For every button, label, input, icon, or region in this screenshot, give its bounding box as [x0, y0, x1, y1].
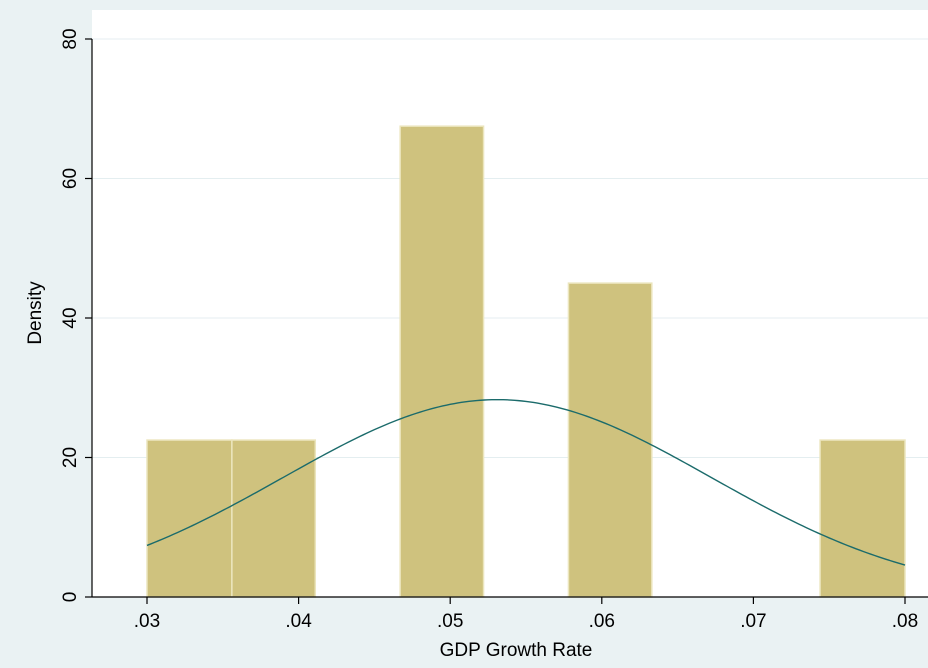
histogram-bar [399, 125, 485, 598]
y-tick-label: 40 [60, 307, 81, 328]
x-tick-label: .06 [589, 611, 615, 632]
x-tick-label: .05 [437, 611, 463, 632]
normal-density-curve [146, 398, 906, 566]
x-tick-label: .07 [740, 611, 766, 632]
y-tick-label: 0 [60, 592, 81, 603]
x-axis-label: GDP Growth Rate [440, 640, 593, 661]
histogram-bar [567, 282, 653, 598]
y-axis-label: Density [25, 281, 46, 345]
histogram-bar [819, 439, 906, 598]
y-tick-label: 80 [60, 28, 81, 49]
x-tick-label: .03 [134, 611, 160, 632]
y-tick-label: 20 [60, 447, 81, 468]
y-tick-label: 60 [60, 168, 81, 189]
y-axis-ticks: 0 20 40 60 80 [60, 28, 92, 602]
x-tick-label: .04 [285, 611, 312, 632]
histogram-bar [231, 439, 317, 598]
x-tick-label: .08 [892, 611, 918, 632]
histogram-bar [146, 439, 233, 598]
x-axis-ticks: .03 .04 .05 .06 .07 .08 [134, 597, 918, 632]
